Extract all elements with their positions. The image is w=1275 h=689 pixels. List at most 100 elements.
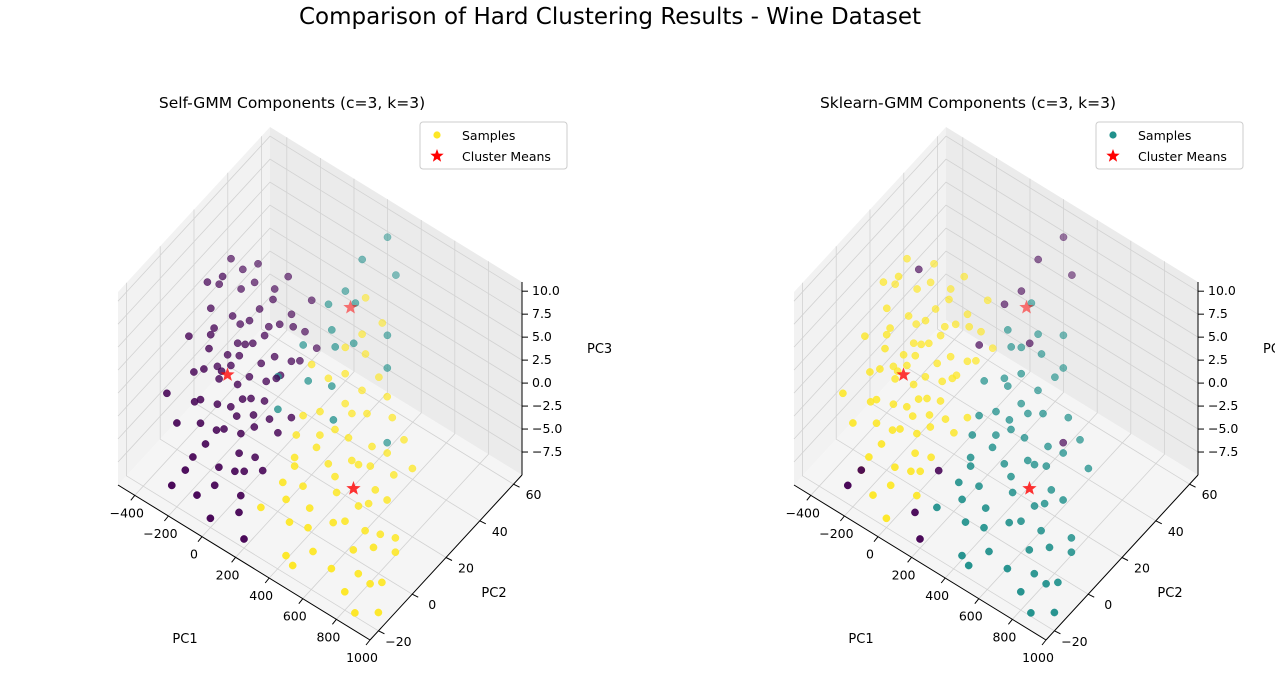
data-point — [201, 440, 210, 448]
data-point — [354, 569, 363, 578]
y-tick — [479, 520, 487, 525]
data-point — [907, 467, 915, 476]
data-point — [215, 280, 224, 289]
data-point — [934, 466, 943, 475]
data-point — [361, 350, 370, 358]
data-point — [376, 530, 385, 539]
data-point — [1047, 486, 1056, 494]
data-point — [245, 316, 254, 325]
data-point — [963, 413, 972, 422]
data-point — [189, 453, 197, 461]
data-point — [329, 416, 338, 424]
data-point — [227, 254, 235, 263]
data-point — [911, 449, 919, 458]
data-point — [913, 429, 921, 438]
x-tick — [365, 639, 371, 646]
z-tick-label: 0.0 — [1208, 375, 1228, 390]
x-tick — [197, 536, 203, 542]
z-tick-label: 7.5 — [532, 306, 552, 321]
data-point — [364, 499, 373, 508]
data-point — [1017, 399, 1026, 408]
data-point — [1050, 608, 1059, 617]
x-axis-label: PC1 — [172, 632, 197, 647]
data-point — [1059, 496, 1067, 504]
data-point — [206, 514, 215, 523]
data-point — [945, 295, 953, 304]
cluster-mean-star — [346, 481, 361, 495]
data-point — [961, 518, 970, 526]
data-point — [1076, 435, 1084, 444]
data-point — [378, 578, 386, 587]
x-axis-label: PC1 — [848, 632, 873, 647]
data-point — [329, 518, 338, 527]
y-tick — [378, 630, 385, 635]
z-axis-label: PC3 — [587, 342, 612, 357]
data-point — [1027, 609, 1035, 617]
data-point — [270, 285, 279, 293]
legend: Samples Cluster Means — [419, 121, 568, 170]
data-point — [226, 402, 235, 411]
data-point — [301, 327, 309, 336]
data-point — [250, 278, 259, 287]
data-point — [980, 377, 989, 385]
data-point — [1059, 331, 1068, 340]
axis-labels: PC1 PC2 PC3 — [172, 342, 612, 647]
data-point — [992, 407, 1000, 416]
data-point — [1000, 374, 1009, 383]
gridline-z — [117, 158, 523, 325]
data-point — [235, 508, 243, 517]
data-point — [351, 609, 359, 617]
y-tick-label: 60 — [526, 487, 542, 502]
data-point — [341, 343, 350, 352]
data-point — [309, 547, 317, 556]
data-point — [363, 409, 371, 418]
data-point — [925, 411, 934, 419]
scatter-points — [163, 233, 417, 617]
data-point — [290, 453, 299, 462]
data-point — [909, 339, 918, 348]
data-point — [250, 423, 259, 431]
data-point — [916, 535, 924, 543]
data-point — [1042, 462, 1051, 470]
scatter-points — [839, 233, 1093, 617]
data-point — [374, 608, 383, 617]
x-tick-label: 600 — [283, 609, 307, 624]
data-point — [347, 456, 356, 465]
gridline-z — [793, 204, 1199, 371]
data-point — [292, 431, 301, 439]
data-point — [324, 374, 333, 383]
data-point — [899, 350, 908, 359]
data-point — [1005, 416, 1014, 424]
data-point — [972, 356, 980, 365]
data-point — [960, 272, 969, 281]
y-tick-label: 0 — [1104, 597, 1112, 612]
data-point — [876, 365, 884, 373]
data-point — [354, 460, 363, 469]
data-point — [1007, 425, 1015, 434]
data-point — [921, 372, 930, 381]
data-point — [200, 365, 208, 373]
data-point — [1030, 460, 1039, 469]
data-point — [383, 438, 392, 447]
data-point — [902, 402, 911, 411]
data-point — [888, 426, 897, 434]
data-point — [977, 327, 985, 336]
data-point — [366, 462, 375, 470]
data-point — [912, 320, 921, 328]
data-point — [378, 319, 387, 327]
data-point — [1084, 464, 1093, 473]
data-point — [327, 382, 336, 390]
gridline-x — [810, 137, 964, 496]
gridline-x — [268, 220, 422, 579]
data-point — [849, 419, 857, 427]
data-point — [240, 535, 248, 543]
y-tick — [1155, 520, 1163, 525]
gridline-z — [117, 181, 523, 348]
legend-label-samples: Samples — [1138, 128, 1191, 143]
data-point — [206, 304, 215, 313]
data-point — [247, 394, 255, 403]
data-point — [400, 435, 408, 444]
data-point — [361, 526, 369, 535]
data-point — [235, 449, 243, 458]
data-point — [236, 320, 245, 328]
